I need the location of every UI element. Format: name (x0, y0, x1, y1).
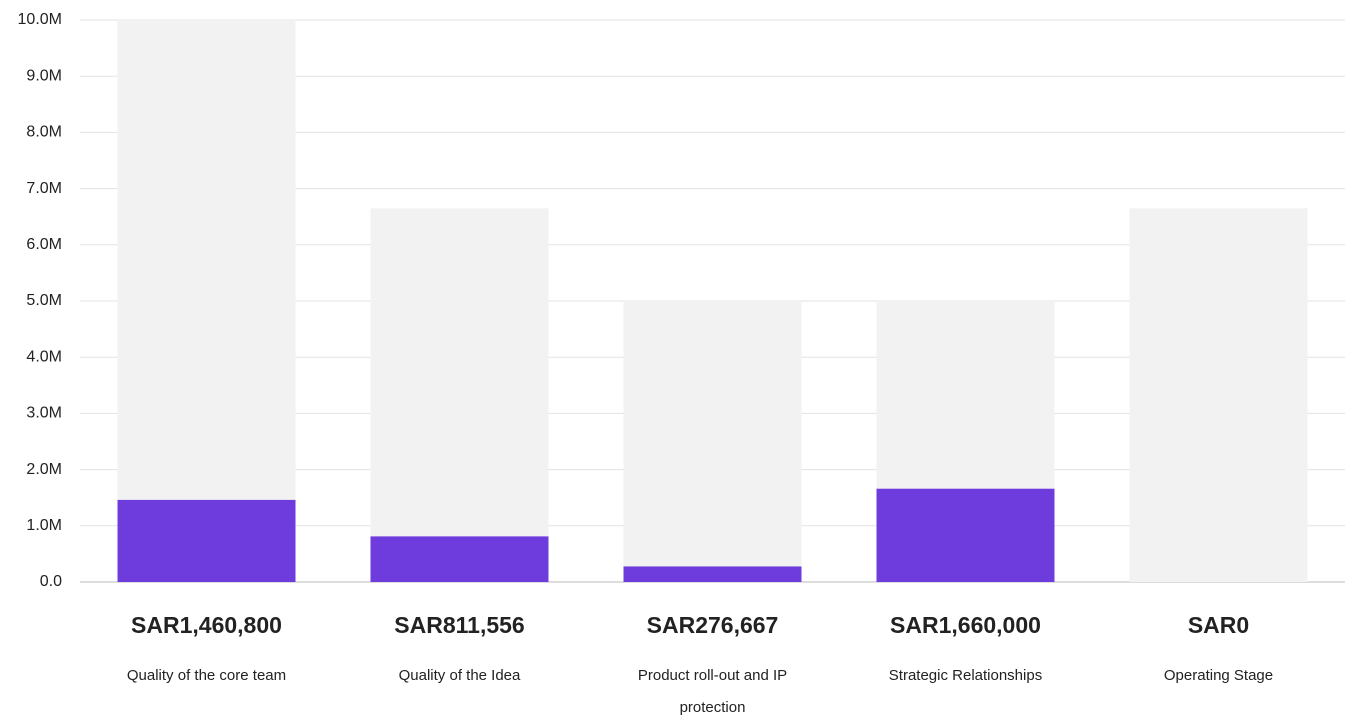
value-label: SAR811,556 (394, 612, 525, 638)
bar (117, 20, 296, 582)
value-label: SAR0 (1187, 612, 1250, 638)
y-tick-label: 5.0M (26, 292, 62, 309)
y-tick-label: 9.0M (26, 67, 62, 84)
y-tick-label: 6.0M (26, 236, 62, 253)
bar (623, 301, 802, 582)
x-tick-label: Quality of the core team (126, 667, 287, 684)
x-tick-label: Operating Stage (1163, 667, 1274, 684)
bar (1129, 208, 1308, 582)
y-tick-label: 3.0M (26, 405, 62, 422)
bar (876, 488, 1055, 582)
bar (370, 536, 549, 582)
y-tick-label: 2.0M (26, 461, 62, 478)
y-tick-label: 4.0M (26, 348, 62, 365)
y-tick-label: 8.0M (26, 124, 62, 141)
y-tick-label: 1.0M (26, 517, 62, 534)
y-tick-label: 0.0 (40, 573, 62, 590)
value-label: SAR1,460,800 (131, 612, 282, 638)
x-tick-label: Quality of the Idea (398, 667, 521, 684)
value-label: SAR1,660,000 (890, 612, 1041, 638)
y-tick-label: 10.0M (18, 11, 62, 28)
value-label: SAR276,667 (646, 612, 779, 638)
bar (370, 208, 549, 582)
x-tick-label: Product roll-out and IP protection (637, 667, 788, 716)
bar (117, 499, 296, 582)
y-tick-label: 7.0M (26, 180, 62, 197)
bar (623, 566, 802, 582)
x-tick-label: Strategic Relationships (888, 667, 1043, 684)
